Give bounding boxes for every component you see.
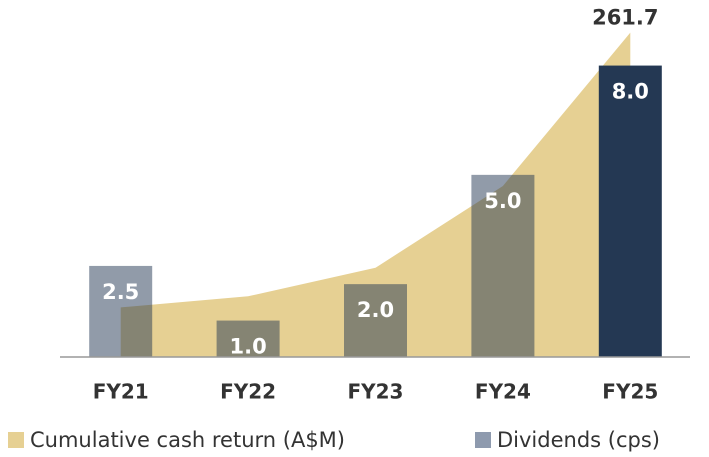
bar: [598, 65, 662, 358]
legend-label: Dividends (cps): [497, 428, 660, 452]
data-label: 8.0: [612, 80, 649, 104]
data-label: 5.0: [484, 189, 521, 213]
legend-swatch: [475, 432, 491, 448]
x-tick-label: FY21: [93, 380, 149, 404]
data-label: 261.7: [592, 6, 658, 30]
bar: [89, 265, 153, 357]
data-label: 2.0: [357, 298, 394, 322]
bar: [216, 320, 280, 357]
data-label: 1.0: [229, 335, 266, 359]
legend-swatch: [8, 432, 24, 448]
bar: [344, 284, 407, 357]
x-tick-label: FY22: [220, 380, 276, 404]
x-tick-label: FY24: [475, 380, 531, 404]
legend-label: Cumulative cash return (A$M): [30, 428, 345, 452]
data-label: 2.5: [102, 280, 139, 304]
x-tick-label: FY25: [602, 380, 658, 404]
x-tick-label: FY23: [348, 380, 404, 404]
bar: [471, 174, 535, 357]
